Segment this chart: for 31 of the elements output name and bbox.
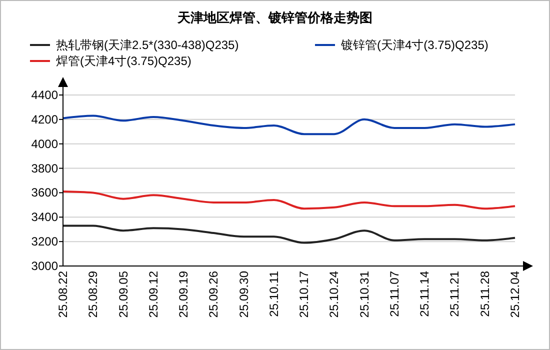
x-tick-label: 25.10.11 (266, 270, 281, 317)
line-series (62, 190, 516, 210)
y-tick-label: 3000 (31, 259, 58, 273)
y-tick-label: 4200 (31, 112, 58, 126)
x-tick-label: 25.11.28 (478, 270, 492, 317)
legend-label: 焊管(天津4寸(3.75)Q235) (56, 54, 192, 68)
x-tick-label: 25.12.04 (508, 270, 522, 318)
x-tick-label: 25.08.29 (86, 270, 100, 318)
y-tick-label: 3400 (31, 210, 58, 224)
y-tick-label: 3200 (31, 234, 58, 249)
y-tick-label: 3800 (31, 161, 58, 176)
y-tick-label: 4400 (31, 88, 58, 102)
line-series (62, 224, 516, 244)
x-tick-label: 25.09.12 (146, 270, 160, 318)
x-tick-label: 25.09.05 (116, 270, 130, 318)
x-tick-label: 25.09.30 (236, 270, 251, 318)
y-tick-label: 4000 (31, 136, 58, 151)
x-tick-label: 25.10.24 (327, 270, 342, 318)
x-tick-label: 25.11.21 (448, 270, 462, 317)
legend-label: 镀锌管(天津4寸(3.75)Q235) (340, 38, 488, 52)
x-tick-label: 25.11.07 (387, 270, 402, 317)
x-tick-label: 25.09.19 (176, 270, 191, 318)
x-tick-label: 25.08.22 (56, 270, 70, 318)
y-tick-label: 3600 (31, 186, 58, 200)
x-tick-label: 25.10.31 (357, 270, 372, 318)
x-tick-label: 25.11.14 (418, 270, 432, 317)
chart-title: 天津地区焊管、镀锌管价格走势图 (176, 10, 372, 25)
line-series (62, 114, 516, 136)
x-tick-label: 25.09.26 (206, 270, 221, 318)
x-tick-label: 25.10.17 (297, 270, 312, 318)
legend-label: 热轧带钢(天津2.5*(330-438)Q235) (56, 38, 239, 52)
